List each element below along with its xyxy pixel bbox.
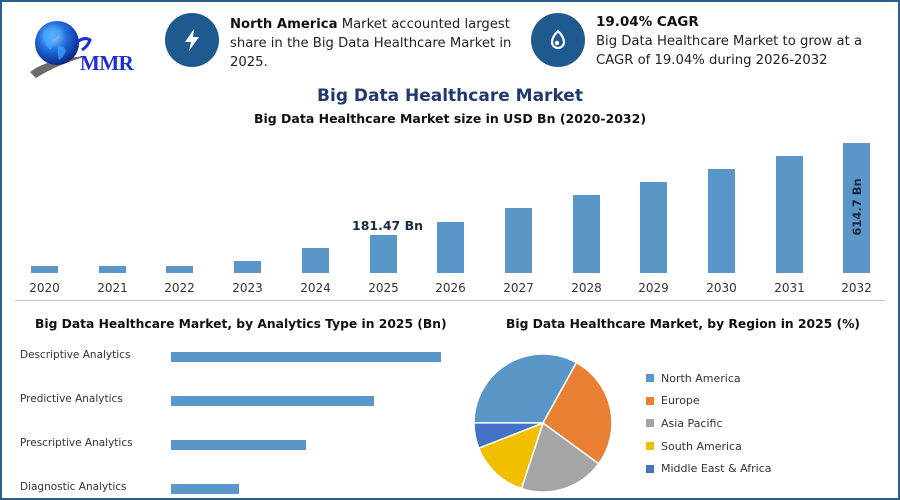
legend-swatch: [646, 396, 654, 405]
column-bar-2021: [99, 266, 126, 273]
x-axis-label: 2022: [164, 281, 195, 295]
cagr-title: 19.04% CAGR: [596, 14, 699, 30]
globe-logo-icon: [30, 21, 92, 78]
region-chart-title: Big Data Healthcare Market, by Region in…: [506, 317, 861, 331]
growth-drop-icon: [531, 13, 585, 67]
legend-swatch: [646, 374, 654, 382]
x-axis-label: 2024: [300, 281, 331, 295]
x-axis-label: 2025: [368, 281, 399, 295]
bar-value-label-2025: 181.47 Bn: [352, 218, 424, 233]
pie-slice-middle-east-africa: [473, 422, 544, 450]
page-title: Big Data Healthcare Market: [317, 86, 583, 106]
region-info-card: North America Market accounted largest s…: [230, 15, 520, 72]
analytics-label: Predictive Analytics: [20, 393, 123, 405]
x-axis-label: 2021: [97, 281, 128, 295]
x-axis-label: 2029: [638, 281, 669, 295]
column-bar-2025: [370, 235, 397, 273]
x-axis-label: 2031: [774, 281, 805, 295]
pie-slice-south-america: [477, 421, 545, 490]
column-bar-2026: [437, 222, 464, 273]
legend-item: South America: [646, 438, 772, 454]
legend-label: Europe: [661, 394, 700, 408]
legend-label: Asia Pacific: [661, 416, 723, 430]
column-bar-2022: [166, 266, 193, 273]
column-bar-2032: [843, 143, 870, 273]
analytics-bar: [171, 396, 374, 406]
x-axis-label: 2027: [503, 281, 534, 295]
column-bar-2030: [708, 169, 735, 273]
region-highlight: North America: [230, 17, 338, 32]
x-axis-label: 2023: [232, 281, 263, 295]
analytics-bar: [171, 440, 306, 450]
x-axis-label: 2030: [706, 281, 737, 295]
analytics-bar: [171, 484, 239, 494]
analytics-label: Prescriptive Analytics: [20, 437, 133, 449]
legend-item: Europe: [646, 393, 772, 409]
region-pie-chart: [473, 353, 613, 493]
pie-slice-asia-pacific: [520, 421, 600, 493]
section-divider: [15, 300, 885, 301]
pie-slice-europe: [542, 361, 613, 465]
lightning-bolt-icon: [165, 13, 219, 67]
column-bar-2031: [776, 156, 803, 273]
legend-swatch: [646, 464, 654, 473]
column-bar-2023: [234, 261, 261, 273]
pie-slice-north-america: [473, 353, 578, 424]
analytics-chart-title: Big Data Healthcare Market, by Analytics…: [35, 317, 447, 331]
analytics-bar: [171, 352, 441, 362]
analytics-label: Descriptive Analytics: [20, 349, 131, 361]
legend-item: Middle East & Africa: [646, 461, 772, 477]
x-axis-label: 2028: [571, 281, 602, 295]
bar-value-label-2032: 614.7 Bn: [849, 178, 864, 236]
column-bar-2028: [573, 195, 600, 273]
legend-label: Middle East & Africa: [661, 462, 772, 476]
column-bar-2020: [31, 266, 58, 273]
cagr-info-card: 19.04% CAGR Big Data Healthcare Market t…: [596, 13, 896, 70]
x-axis-label: 2032: [841, 281, 872, 295]
mmr-logo: MMR: [28, 18, 140, 80]
region-legend: North America Europe Asia Pacific South Ame…: [646, 370, 772, 483]
column-bar-2029: [640, 182, 667, 273]
legend-label: North America: [661, 371, 741, 385]
region-info-text: Market accounted largest share in the Bi…: [230, 17, 512, 70]
column-bar-2027: [505, 208, 532, 273]
cagr-text: Big Data Healthcare Market to grow at a …: [596, 34, 863, 68]
market-size-chart-title: Big Data Healthcare Market size in USD B…: [253, 111, 647, 126]
legend-item: Asia Pacific: [646, 415, 772, 431]
legend-swatch: [646, 442, 654, 451]
analytics-label: Diagnostic Analytics: [20, 481, 127, 493]
x-axis-label: 2026: [435, 281, 466, 295]
legend-swatch: [646, 419, 654, 428]
legend-label: South America: [661, 439, 742, 453]
logo-text: MMR: [80, 51, 134, 75]
column-bar-2024: [302, 248, 329, 273]
legend-item: North America: [646, 370, 772, 386]
x-axis-label: 2020: [29, 281, 60, 295]
